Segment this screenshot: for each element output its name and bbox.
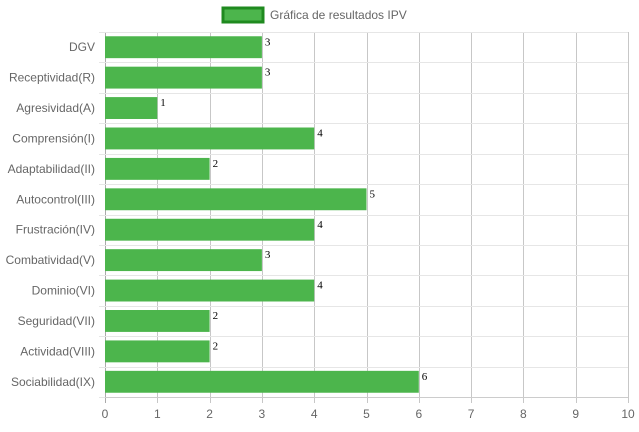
x-tick-label: 4: [311, 407, 318, 421]
data-label: 2: [213, 158, 219, 170]
bar[interactable]: [105, 218, 315, 241]
bar[interactable]: [105, 249, 262, 272]
bar[interactable]: [105, 340, 210, 363]
category-label: Seguridad(VII): [18, 314, 95, 328]
value-labels: 3 3 1 4 2 5 4 3 4 2 2 6: [160, 36, 428, 383]
legend-label: Gráfica de resultados IPV: [270, 8, 407, 22]
category-label: Agresividad(A): [16, 101, 95, 115]
x-tick-label: 5: [363, 407, 370, 421]
x-tick-label: 9: [572, 407, 579, 421]
data-label: 4: [317, 128, 323, 140]
bars: [105, 36, 419, 393]
x-tick-label: 10: [621, 407, 635, 421]
data-label: 4: [317, 219, 323, 231]
data-label: 4: [317, 280, 323, 292]
category-label: DGV: [69, 40, 95, 54]
category-label: Combatividad(V): [6, 253, 95, 267]
bar[interactable]: [105, 36, 262, 59]
data-label: 3: [265, 36, 271, 48]
bar[interactable]: [105, 157, 210, 180]
bar[interactable]: [105, 66, 262, 89]
data-label: 3: [265, 67, 271, 79]
category-labels: DGV Receptividad(R) Agresividad(A) Comprens…: [6, 40, 95, 389]
bar[interactable]: [105, 97, 158, 119]
x-tick-label: 8: [520, 407, 527, 421]
data-label: 6: [422, 371, 428, 383]
category-label: Dominio(VI): [32, 284, 95, 298]
bar[interactable]: [105, 370, 419, 393]
grid-lines: [99, 32, 629, 403]
data-label: 2: [213, 340, 219, 352]
category-label: Comprensión(I): [12, 131, 95, 145]
bar[interactable]: [105, 188, 367, 211]
x-tick-label: 6: [415, 407, 422, 421]
data-label: 5: [370, 188, 376, 200]
x-tick-label: 2: [206, 407, 213, 421]
bar[interactable]: [105, 279, 315, 302]
bar[interactable]: [105, 127, 315, 150]
x-tick-label: 7: [468, 407, 475, 421]
category-label: Sociabilidad(IX): [11, 375, 95, 389]
data-label: 1: [160, 97, 166, 109]
category-label: Autocontrol(III): [16, 192, 95, 206]
data-label: 3: [265, 249, 271, 261]
data-label: 2: [213, 310, 219, 322]
category-label: Frustración(IV): [16, 223, 95, 237]
x-tick-label: 3: [259, 407, 266, 421]
category-label: Adaptabilidad(II): [8, 162, 95, 176]
x-tick-label: 0: [102, 407, 109, 421]
x-tick-label: 1: [154, 407, 161, 421]
category-label: Actividad(VIII): [20, 344, 95, 358]
legend[interactable]: Gráfica de resultados IPV: [221, 6, 407, 24]
category-label: Receptividad(R): [9, 71, 95, 85]
bar[interactable]: [105, 310, 210, 332]
x-axis-ticks: 0 1 2 3 4 5 6 7 8 9 10: [102, 407, 635, 421]
legend-swatch[interactable]: [221, 6, 265, 24]
